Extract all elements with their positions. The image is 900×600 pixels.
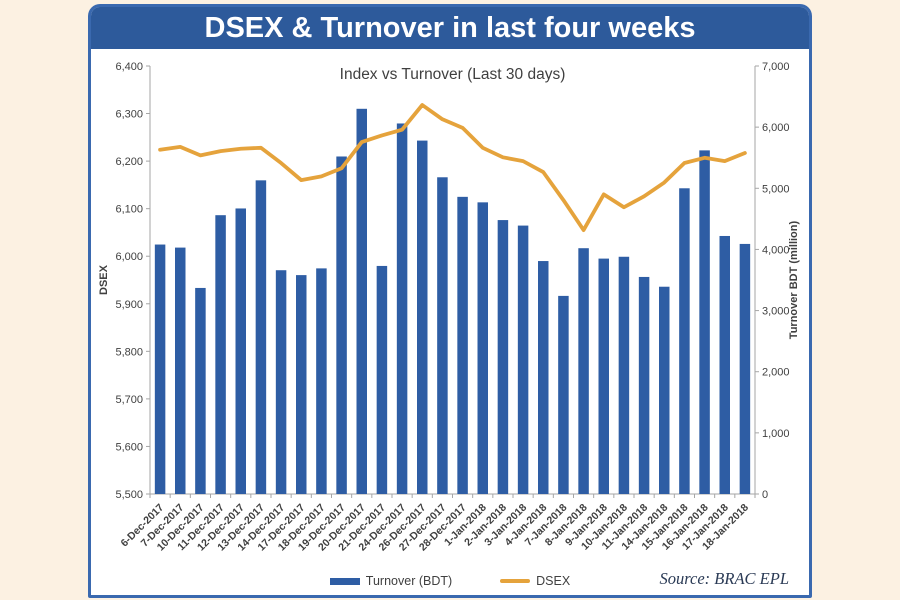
turnover-bar [154,244,166,494]
title-banner: DSEX & Turnover in last four weeks [91,7,809,49]
dsex-line-swatch [500,579,531,583]
turnover-bar [477,202,488,494]
right-axis-tick-label: 6,000 [762,122,790,134]
turnover-bar [638,276,650,494]
turnover-bar [598,258,609,494]
turnover-bar [739,243,751,494]
right-axis-title: Turnover BDT (million) [788,220,800,339]
turnover-bar [396,123,408,494]
turnover-bar [497,220,509,494]
right-axis-tick-label: 0 [762,489,768,501]
left-axis-tick-label: 6,300 [115,109,143,121]
turnover-bar [618,256,630,494]
turnover-bar [175,247,186,494]
turnover-bar [457,196,468,495]
chart-card: DSEX & Turnover in last four weeks Index… [88,4,812,598]
turnover-bar [316,268,327,494]
left-axis-tick-label: 6,200 [115,156,143,168]
turnover-bar [195,287,206,494]
left-axis-tick-label: 6,400 [115,61,143,73]
left-axis-title: DSEX [98,264,110,295]
turnover-bar [437,177,448,494]
combo-chart: Index vs Turnover (Last 30 days) 6,400 6,3… [98,61,800,553]
turnover-bar [517,225,529,494]
turnover-bar [659,286,670,494]
legend-item-turnover: Turnover (BDT) [329,574,453,588]
left-axis-tick-label: 5,700 [115,394,143,406]
left-axis-tick-label: 6,000 [115,251,143,263]
turnover-bar [215,215,226,494]
legend-label-dsex: DSEX [536,574,571,588]
turnover-bar [679,188,690,495]
turnover-bar [417,140,428,494]
chart-area: Index vs Turnover (Last 30 days) 6,400 6,3… [91,49,809,595]
turnover-bar [538,261,549,494]
dsex-line [158,103,747,232]
turnover-bar [558,295,569,494]
turnover-bar [376,265,388,494]
legend-item-dsex: DSEX [500,574,570,588]
left-axis-tick-label: 5,900 [115,299,143,311]
turnover-bar [699,150,710,494]
turnover-bar [275,270,287,494]
turnover-bar-swatch [329,577,360,585]
turnover-bar [356,108,367,495]
turnover-bar [578,248,589,494]
right-axis-tick-label: 5,000 [762,183,790,195]
right-axis-tick-label: 4,000 [762,244,790,256]
right-axis-tick-label: 3,000 [762,306,790,318]
source-credit: Source: BRAC EPL [659,569,789,588]
page-title: DSEX & Turnover in last four weeks [204,11,696,44]
turnover-bar [719,235,730,494]
right-axis-tick-label: 2,000 [762,367,790,379]
right-axis-tick-label: 7,000 [762,61,790,73]
chart-title: Index vs Turnover (Last 30 days) [340,66,566,83]
right-axis-tick-label: 1,000 [762,428,790,440]
left-axis-tick-label: 5,600 [115,441,143,453]
turnover-bar [235,208,246,494]
turnover-bar [296,275,307,494]
legend-label-turnover: Turnover (BDT) [365,574,453,588]
left-axis-tick-label: 6,100 [115,204,143,216]
turnover-bar [255,180,267,494]
left-axis-tick-label: 5,800 [115,346,143,358]
left-axis-tick-label: 5,500 [115,489,143,501]
legend: Turnover (BDT) DSEX [91,574,809,588]
turnover-bar [336,156,347,494]
